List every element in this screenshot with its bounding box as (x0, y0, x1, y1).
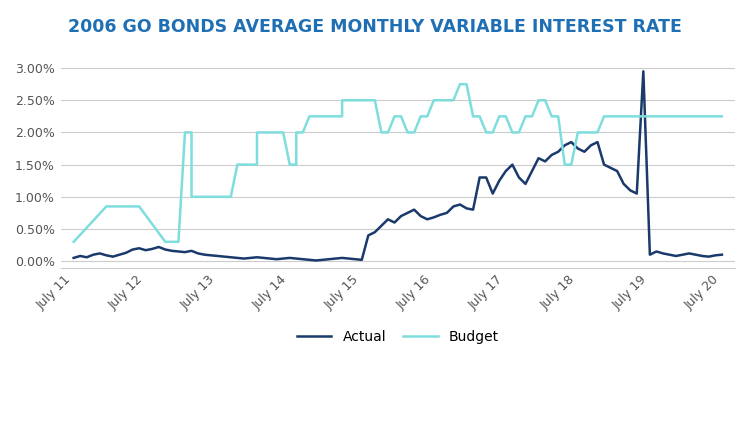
Actual (698, 253, 706, 259)
Actual (639, 69, 648, 74)
Line: Budget: Budget (74, 84, 722, 242)
Actual (678, 252, 687, 257)
Budget (69, 239, 78, 245)
Actual (718, 252, 727, 257)
Legend: Actual, Budget: Actual, Budget (291, 325, 504, 350)
Budget (298, 130, 307, 135)
Line: Actual: Actual (74, 72, 722, 261)
Actual (220, 254, 229, 259)
Budget (429, 97, 438, 103)
Actual (69, 255, 78, 261)
Budget (455, 81, 464, 87)
Budget (606, 114, 615, 119)
Actual (311, 258, 320, 263)
Actual (410, 207, 419, 212)
Budget (285, 162, 294, 167)
Actual (462, 206, 471, 211)
Text: 2006 GO BONDS AVERAGE MONTHLY VARIABLE INTEREST RATE: 2006 GO BONDS AVERAGE MONTHLY VARIABLE I… (68, 18, 682, 36)
Budget (620, 114, 628, 119)
Budget (718, 114, 727, 119)
Budget (305, 114, 314, 119)
Actual (194, 251, 202, 256)
